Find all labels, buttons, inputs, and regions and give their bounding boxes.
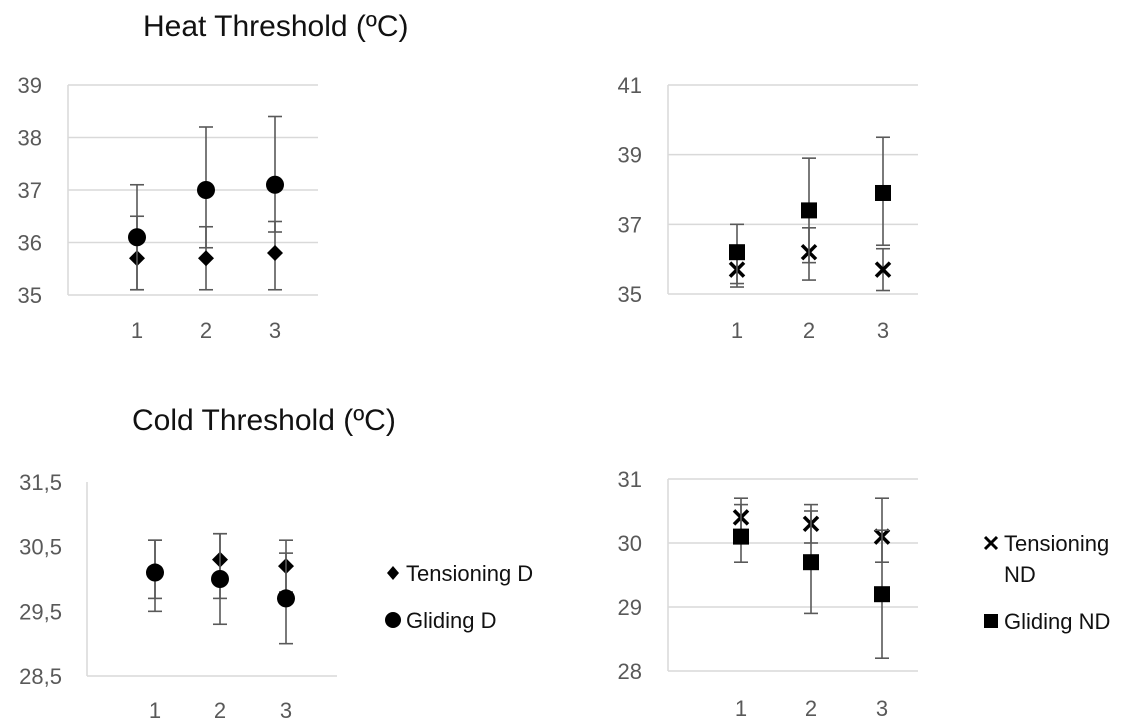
y-tick-label: 30,5 xyxy=(19,535,62,560)
x-tick-label: 3 xyxy=(269,318,281,343)
heat-nondominant-chart: 35 37 39 41 1 2 3 xyxy=(618,73,918,343)
data-point-square xyxy=(729,244,745,261)
y-tick-label: 39 xyxy=(618,143,642,168)
x-tick-label: 2 xyxy=(200,318,212,343)
legend-label: Gliding D xyxy=(406,608,496,633)
series-square xyxy=(733,503,890,660)
y-tick-label: 37 xyxy=(618,212,642,237)
legend-item: Tensioning ND xyxy=(983,531,1109,587)
x-tick-label: 1 xyxy=(131,318,143,343)
legend-marker-cross xyxy=(983,535,999,551)
legend-marker-square xyxy=(984,614,998,628)
y-tick-label: 31,5 xyxy=(19,470,62,495)
y-tick-label: 28,5 xyxy=(19,664,62,689)
legend-label: Tensioning D xyxy=(406,561,533,586)
data-point-diamond xyxy=(198,250,214,267)
series-circle xyxy=(128,115,284,291)
y-tick-label: 35 xyxy=(18,283,42,308)
data-point-diamond xyxy=(267,245,283,261)
x-tick-label: 1 xyxy=(735,696,747,721)
legend-label: Tensioning xyxy=(1004,531,1109,556)
legend-marker-circle xyxy=(385,612,401,628)
legend-label: ND xyxy=(1004,562,1036,587)
y-tick-label: 41 xyxy=(618,73,642,98)
heat-dominant-chart: 35 36 37 38 39 1 2 3 xyxy=(18,73,318,343)
legend-label: Gliding ND xyxy=(1004,609,1110,634)
data-point-circle xyxy=(277,589,295,608)
y-tick-label: 38 xyxy=(18,126,42,151)
legend-dominant: Tensioning D Gliding D xyxy=(385,561,533,633)
x-tick-label: 3 xyxy=(877,318,889,343)
series-cross xyxy=(728,227,892,292)
x-tick-label: 3 xyxy=(280,698,292,722)
x-tick-label: 2 xyxy=(805,696,817,721)
series-square xyxy=(729,136,891,285)
data-point-circle xyxy=(211,570,229,588)
y-tick-label: 36 xyxy=(18,231,42,256)
y-tick-label: 30 xyxy=(618,531,642,556)
data-point-cross xyxy=(874,261,892,278)
x-tick-label: 1 xyxy=(731,318,743,343)
data-point-circle xyxy=(128,228,146,247)
x-tick-label: 1 xyxy=(149,698,161,722)
data-point-circle xyxy=(197,181,215,199)
legend-nondominant: Tensioning ND Gliding ND xyxy=(983,531,1110,634)
data-point-circle xyxy=(266,175,284,194)
y-tick-label: 29 xyxy=(618,595,642,620)
x-tick-label: 2 xyxy=(214,698,226,722)
cold-nondominant-chart: 28 29 30 31 1 2 3 xyxy=(618,467,918,721)
legend-item: Tensioning D xyxy=(387,561,533,586)
cold-dominant-chart: 28,5 29,5 30,5 31,5 1 2 3 xyxy=(19,470,337,722)
legend-item: Gliding D xyxy=(385,608,496,633)
x-tick-label: 2 xyxy=(803,318,815,343)
data-point-square xyxy=(875,184,891,201)
data-point-square xyxy=(803,554,819,571)
y-tick-label: 31 xyxy=(618,467,642,492)
x-tick-label: 3 xyxy=(876,696,888,721)
y-tick-label: 39 xyxy=(18,73,42,98)
cold-threshold-title: Cold Threshold (ºC) xyxy=(132,404,396,437)
heat-threshold-title: Heat Threshold (ºC) xyxy=(143,10,409,43)
y-tick-label: 35 xyxy=(618,282,642,307)
data-point-square xyxy=(874,586,890,603)
error-bar xyxy=(268,115,282,233)
y-tick-label: 29,5 xyxy=(19,599,62,624)
y-tick-label: 28 xyxy=(618,659,642,684)
y-tick-label: 37 xyxy=(18,178,42,203)
data-point-square xyxy=(801,202,817,219)
legend-item: Gliding ND xyxy=(984,609,1110,634)
series-circle xyxy=(146,532,295,645)
legend-marker-diamond xyxy=(387,566,399,580)
data-point-square xyxy=(733,528,749,545)
data-point-circle xyxy=(146,563,164,582)
